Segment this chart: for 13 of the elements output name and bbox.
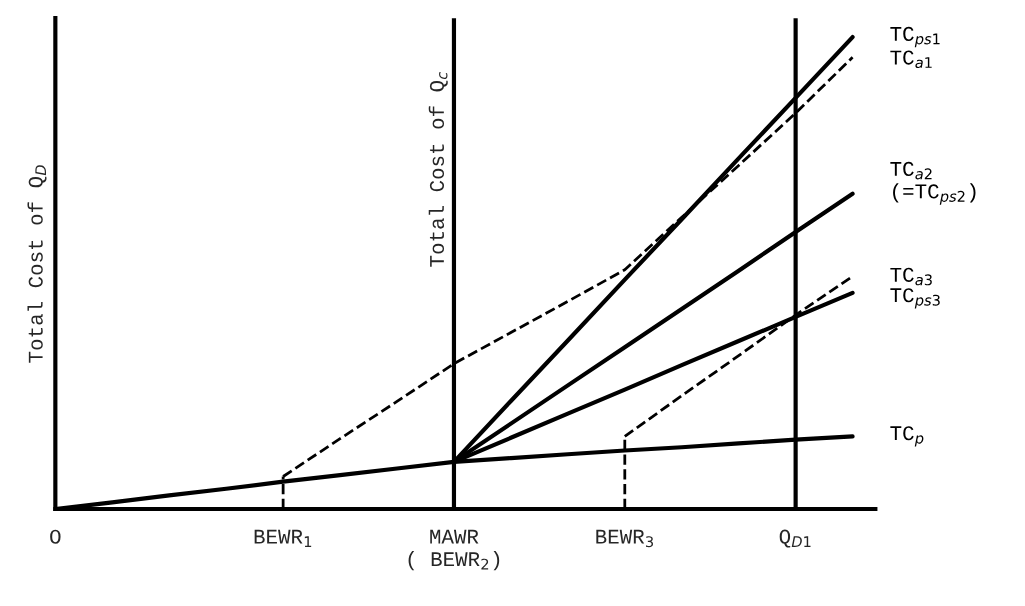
ref-line-label: Total Cost of Q$_{c}$ [428, 71, 448, 267]
series-label: TC$_{ps1}$ [890, 26, 940, 48]
x-tick-label: O [50, 529, 61, 544]
x-tick-label: BEWR$_{1}$ [254, 529, 312, 547]
series-label: TC$_{a1}$ [890, 50, 932, 69]
series-label: TC$_{a2}$ (=TC$_{ps2}$) [890, 161, 976, 205]
series-label: TC$_{ps3}$ [890, 288, 940, 309]
x-tick-label: Q$_{D1}$ [779, 529, 811, 548]
y-axis-title: Total Cost of Q$_{D}$ [27, 165, 47, 363]
series-label: TC$_{a3}$ [890, 267, 932, 286]
series-label: TC$_{p}$ [890, 426, 924, 447]
x-tick-label: MAWR ( BEWR$_{2}$) [408, 529, 500, 571]
x-tick-label: BEWR$_{3}$ [596, 529, 654, 548]
